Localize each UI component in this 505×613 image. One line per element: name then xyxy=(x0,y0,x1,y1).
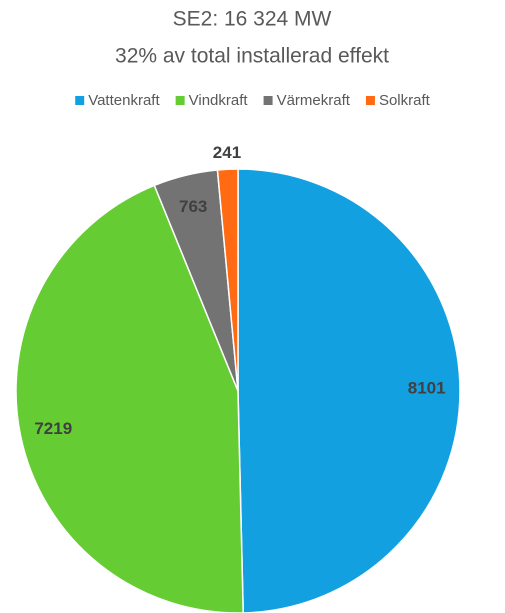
data-label: 241 xyxy=(213,143,241,162)
legend-label: Värmekraft xyxy=(277,92,351,109)
legend-label: Solkraft xyxy=(379,92,431,109)
data-label: 7219 xyxy=(34,419,72,438)
legend-swatch xyxy=(263,96,273,105)
legend-swatch xyxy=(75,96,85,105)
pie-slice xyxy=(15,184,244,613)
legend-label: Vattenkraft xyxy=(88,92,160,109)
data-label: 763 xyxy=(179,197,207,216)
data-label: 8101 xyxy=(408,378,446,397)
legend-swatch xyxy=(365,96,375,105)
chart-title: SE2: 16 324 MW xyxy=(173,8,332,31)
chart-subtitle: 32% av total installerad effekt xyxy=(115,45,389,68)
pie-slice xyxy=(216,168,239,392)
legend-swatch xyxy=(175,96,185,105)
legend: Vattenkraft Vindkraft Värmekraft Solkraft xyxy=(75,92,431,109)
legend-label: Vindkraft xyxy=(189,92,249,109)
pie-slice xyxy=(237,168,461,613)
pie: 8101 7219 763 241 xyxy=(15,143,461,613)
